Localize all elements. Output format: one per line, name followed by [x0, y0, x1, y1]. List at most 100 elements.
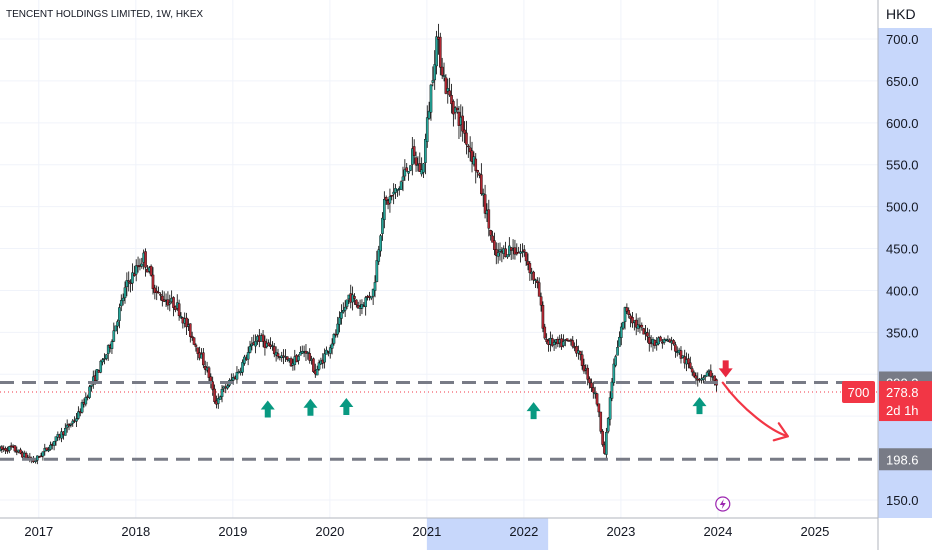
candle-body [659, 336, 662, 342]
candle-body [36, 455, 39, 461]
candle-body [388, 196, 392, 204]
candle-body [254, 341, 257, 347]
candle-body [412, 146, 416, 156]
candle-body [427, 110, 431, 119]
candle-body [493, 240, 496, 250]
x-tick-label: 2017 [24, 524, 53, 539]
candle-body [425, 117, 429, 142]
candle-body [216, 398, 220, 404]
candle-body [496, 252, 500, 257]
y-tick-label: 550.0 [886, 158, 919, 173]
candle-body [341, 310, 345, 313]
y-tick-label: 400.0 [886, 283, 919, 298]
candle-body [601, 430, 604, 445]
candle-body [69, 423, 73, 426]
candle-body [75, 418, 78, 422]
candle-body [343, 306, 347, 311]
x-axis-highlight [426, 518, 549, 550]
candle-body [379, 235, 382, 252]
candle-body [37, 456, 41, 458]
candle-body [353, 296, 356, 299]
candle-body [105, 354, 108, 359]
candle-body [455, 107, 459, 111]
candle-body [134, 265, 138, 275]
candle-body [286, 356, 289, 360]
candle-body [149, 265, 153, 276]
candle-body [491, 235, 494, 243]
countdown-label: 2d 1h [886, 403, 919, 418]
candle-body [185, 317, 188, 328]
candle-body [463, 129, 466, 134]
candle-body [552, 342, 556, 345]
candle-body [392, 191, 395, 195]
last-price-badge [879, 381, 932, 422]
candle-body [271, 345, 274, 347]
candle-body [328, 347, 332, 354]
candle-body [597, 403, 601, 413]
candle-body [159, 294, 162, 296]
x-tick-label: 2024 [703, 524, 732, 539]
candle-body [336, 323, 339, 335]
candle-body [705, 372, 709, 377]
candle-body [468, 147, 472, 153]
candle-body [614, 356, 617, 366]
candle-body [524, 251, 528, 262]
candle-body [241, 362, 244, 373]
flash-icon[interactable] [715, 496, 731, 512]
candle-body [13, 445, 17, 452]
currency-label[interactable]: HKD [886, 6, 916, 22]
candle-body [196, 347, 200, 354]
candle-body [399, 181, 403, 190]
candle-body [276, 353, 280, 357]
candle-body [483, 194, 487, 214]
y-tick-label: 500.0 [886, 200, 919, 215]
candle-body [157, 291, 160, 294]
candle-body [24, 453, 28, 459]
candle-body [54, 436, 58, 442]
candle-body [694, 375, 698, 379]
y-tick-label: 150.0 [886, 493, 919, 508]
candle-body [539, 296, 543, 306]
candle-body [433, 64, 437, 81]
candle-body [289, 358, 293, 367]
candle-body [345, 299, 349, 307]
candle-body [668, 339, 672, 343]
candle-body [586, 367, 589, 380]
candle-body [140, 263, 144, 267]
x-tick-label: 2018 [121, 524, 150, 539]
candle-body [190, 335, 194, 338]
candle-body [474, 158, 478, 171]
candle-body [470, 150, 474, 162]
candle-body [465, 132, 468, 145]
candle-body [588, 378, 591, 384]
candle-body [446, 88, 450, 92]
candle-body [442, 75, 446, 77]
candle-body [8, 446, 11, 451]
candle-body [121, 297, 125, 302]
candle-body [424, 139, 427, 163]
y-tick-label: 700.0 [886, 32, 919, 47]
buy-signal-arrow [692, 397, 707, 415]
candle-body [272, 346, 276, 355]
candle-body [52, 441, 56, 446]
candle-body [179, 316, 183, 318]
candle-body [63, 427, 67, 436]
candle-body [144, 251, 147, 268]
candle-body [528, 263, 532, 274]
last-price-label: 278.8 [886, 385, 919, 400]
candle-body [401, 176, 405, 181]
candle-body [4, 448, 7, 451]
candle-body [153, 287, 157, 293]
candle-body [377, 249, 381, 262]
candle-body [532, 271, 535, 281]
candle-body [390, 194, 394, 197]
candle-body [414, 157, 418, 166]
candle-body [133, 273, 136, 276]
candle-body [312, 358, 315, 372]
projection-arrow [721, 381, 789, 438]
candle-body [521, 251, 524, 253]
candle-body [580, 354, 584, 366]
candle-body [448, 90, 451, 96]
candle-body [114, 325, 117, 332]
